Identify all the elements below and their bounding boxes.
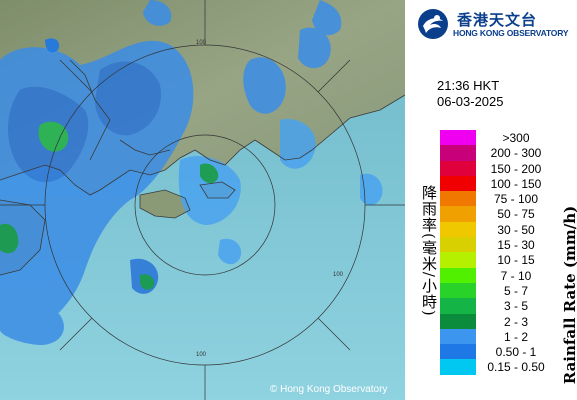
range-ring-label-right: 100 [333,272,344,278]
legend-row: 3 - 5 [440,298,577,314]
legend-row: 0.50 - 1 [440,344,577,360]
legend-title-en: Rainfall Rate (mm/h) [560,206,577,384]
legend-row: 2 - 3 [440,313,577,329]
legend-label: 0.50 - 1 [495,345,537,360]
legend-row: >300 [440,130,577,146]
legend-swatch [440,313,476,329]
legend-label: 50 - 75 [497,207,535,222]
legend-swatch [440,206,476,222]
legend-swatch [440,252,476,268]
rain-echoes-moderate [0,38,219,290]
legend-row: 1 - 2 [440,328,577,345]
legend-label: 0.15 - 0.50 [487,360,545,375]
legend-swatch [440,344,476,360]
legend-label: 7 - 10 [500,268,532,283]
legend-row: 150 - 200 [440,160,577,176]
legend-label: 5 - 7 [503,283,528,298]
legend-label: 10 - 15 [497,253,535,268]
legend-swatch [440,237,476,253]
legend-swatch [440,267,476,283]
radar-image [0,0,405,400]
legend-swatch [440,145,476,161]
hko-logo-icon [418,9,448,39]
radar-time: 21:36 HKT [437,78,500,93]
hko-logo[interactable]: 香港天文台 HONG KONG OBSERVATORY [413,6,575,42]
rainfall-legend: >300 200 - 300 150 - 200 100 - 150 75 - 100 5… [440,130,577,375]
legend-label: 1 - 2 [503,329,528,344]
legend-label: >300 [502,131,530,145]
legend-row: 100 - 150 [440,175,577,192]
range-ring-label-top: 100 [196,40,207,46]
legend-label: 150 - 200 [490,161,542,176]
legend-panel: 香港天文台 HONG KONG OBSERVATORY 21:36 HKT 06… [405,0,577,400]
legend-label: 3 - 5 [503,299,528,314]
legend-row: 5 - 7 [440,282,577,299]
legend-swatch [440,175,476,192]
legend-row: 75 - 100 [440,191,577,207]
radar-map[interactable]: 100 100 100 © Hong Kong Observatory [0,0,405,400]
legend-row: 0.15 - 0.50 [440,359,577,375]
legend-swatch [440,359,476,375]
legend-label: 2 - 3 [503,314,528,329]
legend-swatch [440,221,476,238]
legend-swatch [440,160,476,176]
legend-swatch [440,282,476,299]
legend-title-en-text: Rainfall Rate (mm/h) [561,205,577,385]
range-rings [0,0,405,400]
legend-label: 75 - 100 [493,192,539,207]
legend-row: 50 - 75 [440,206,577,222]
legend-row: 200 - 300 [440,145,577,161]
legend-row: 7 - 10 [440,267,577,283]
legend-row: 30 - 50 [440,221,577,238]
copyright-text: © Hong Kong Observatory [270,384,388,395]
legend-swatch [440,130,476,146]
logo-text-zh: 香港天文台 [457,12,538,29]
legend-swatch [440,298,476,314]
legend-row: 15 - 30 [440,237,577,253]
legend-label: 200 - 300 [490,146,542,161]
legend-swatch [440,191,476,207]
range-ring-label-bottom: 100 [196,352,207,358]
logo-text-en: HONG KONG OBSERVATORY [453,28,569,38]
land-lantau [140,190,190,218]
legend-label: 15 - 30 [497,238,535,253]
radar-date: 06-03-2025 [437,94,504,109]
legend-label: 30 - 50 [497,222,535,237]
legend-row: 10 - 15 [440,252,577,268]
legend-swatch [440,328,476,345]
legend-label: 100 - 150 [490,176,542,191]
legend-title-zh: 降雨率(毫米/小時) [420,185,438,317]
coastlines [0,59,405,276]
